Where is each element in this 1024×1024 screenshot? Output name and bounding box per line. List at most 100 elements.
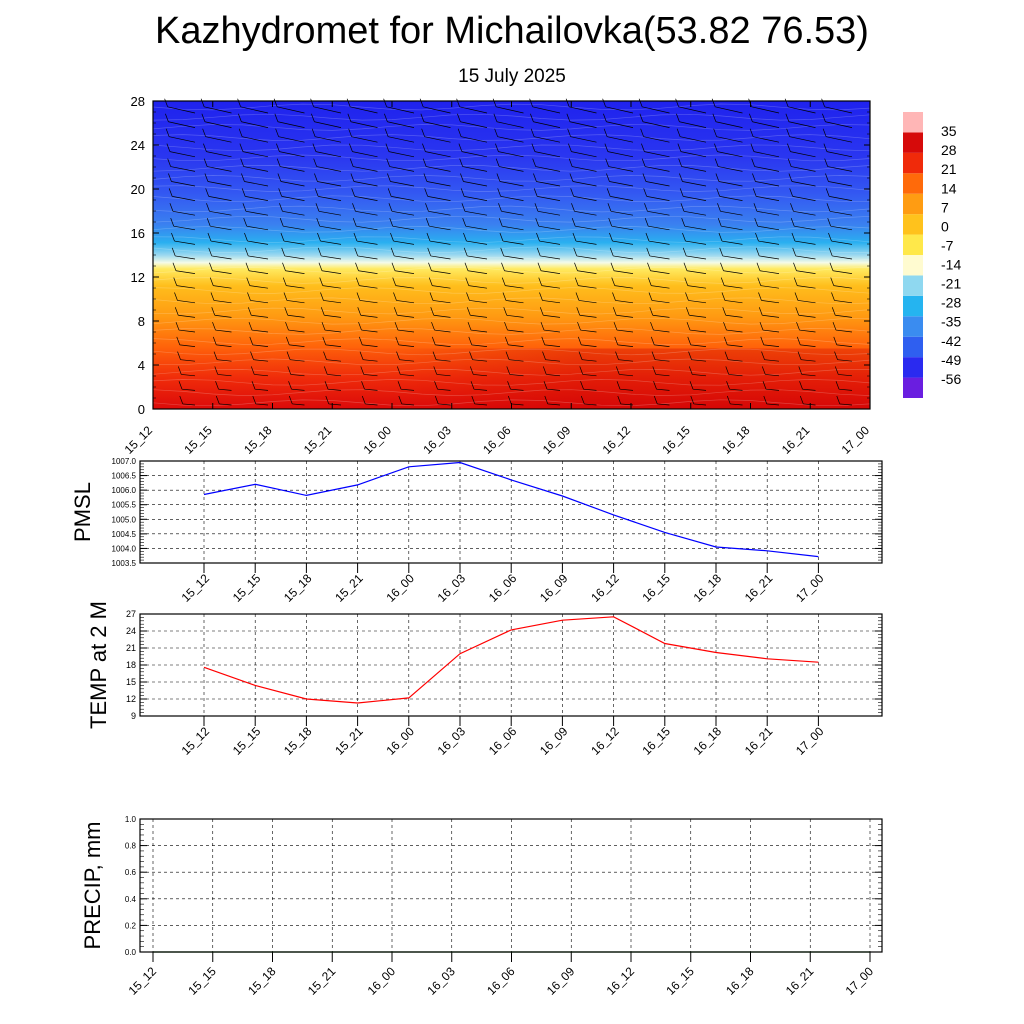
x-tick-label: 17_00 [793, 571, 827, 605]
wind-barb-feather [685, 292, 689, 301]
wind-barb-feather [275, 128, 279, 137]
x-tick-label: 16_06 [480, 423, 514, 457]
wind-barb [828, 181, 853, 187]
wind-barb [618, 359, 634, 362]
wind-barb [389, 166, 415, 172]
wind-barb-feather [835, 381, 840, 390]
wind-barb-feather [577, 321, 581, 331]
wind-barb [352, 151, 378, 158]
x-tick-label: 15_21 [332, 724, 366, 758]
wind-barb-feather [752, 188, 757, 197]
wind-barb-feather [533, 173, 537, 182]
wind-barb-feather [360, 366, 365, 375]
wind-barb [829, 210, 853, 216]
wind-barb-feather [643, 188, 648, 197]
wind-barb [649, 255, 670, 260]
wind-barb [317, 181, 342, 187]
wind-barb-feather [175, 321, 180, 331]
wind-barb [797, 300, 816, 304]
wind-barb-feather [168, 188, 173, 197]
wind-barb [350, 106, 378, 114]
wind-barb [397, 329, 415, 333]
wind-barb [321, 255, 342, 260]
wind-barb [170, 166, 196, 172]
wind-barb-feather [688, 366, 693, 375]
wind-barb-feather [785, 113, 790, 122]
wind-barb [575, 240, 597, 245]
wind-barb-feather [434, 381, 438, 390]
wind-barb [318, 210, 342, 216]
wind-barb-feather [578, 351, 583, 360]
wind-barb [569, 121, 597, 128]
wind-barb-feather [171, 247, 176, 257]
wind-barb [693, 388, 707, 391]
wind-barb [364, 388, 378, 391]
wind-barb [182, 388, 196, 391]
colorbar-swatch [903, 173, 923, 194]
wind-barb-feather [797, 351, 802, 360]
colorbar-label: 21 [941, 161, 957, 177]
wind-barb-feather [580, 381, 584, 390]
wind-barb-feather [238, 128, 243, 137]
wind-barb [503, 255, 524, 260]
wind-barb-feather [580, 395, 585, 405]
wind-barb-feather [829, 262, 834, 271]
wind-barb [651, 285, 670, 289]
wind-barb [826, 136, 853, 143]
wind-barb [546, 374, 561, 377]
wind-barb-feather [248, 321, 253, 331]
isotherm-line [152, 379, 871, 386]
wind-barb-feather [427, 247, 432, 257]
wind-barb [545, 359, 561, 362]
wind-barb-feather [285, 336, 290, 345]
wind-barb-feather [579, 366, 584, 375]
wind-barb-feather [431, 321, 435, 331]
x-tick-label: 17_00 [839, 423, 873, 457]
plot-frame [139, 818, 883, 953]
wind-barb-feather [361, 395, 366, 405]
wind-barb-feather [687, 336, 692, 345]
wind-barb [543, 314, 561, 318]
wind-barb [754, 166, 780, 172]
wind-barb-feather [718, 232, 723, 242]
wind-barb-feather [240, 158, 244, 167]
wind-barb [400, 374, 415, 377]
wind-barb-feather [464, 262, 469, 271]
colorbar-swatch [903, 152, 923, 174]
wind-barb-feather [607, 203, 612, 212]
wind-barb [642, 106, 670, 114]
wind-barb [685, 240, 707, 245]
wind-barb [395, 285, 415, 289]
wind-barb [686, 270, 707, 274]
wind-barb [539, 240, 561, 245]
wind-barb-feather [536, 247, 541, 257]
wind-barb [248, 270, 269, 274]
wind-barb [388, 136, 415, 143]
wind-barb [461, 151, 488, 158]
wind-barb [797, 285, 816, 289]
wind-barb [681, 166, 707, 172]
wind-barb [178, 329, 196, 333]
wind-barb-feather [346, 98, 351, 107]
wind-barb [533, 121, 561, 128]
wind-barb [215, 329, 232, 333]
wind-barb [613, 270, 634, 274]
wind-barb-feather [507, 395, 512, 405]
wind-barb [798, 314, 816, 318]
wind-barb-feather [317, 232, 321, 242]
wind-barb [316, 166, 342, 172]
wind-barb-feather [720, 277, 725, 286]
wind-barb [835, 314, 853, 318]
x-tick-label: 16_03 [435, 571, 469, 605]
wind-barb-feather [460, 173, 464, 182]
wind-barb [753, 151, 780, 158]
wind-barb [204, 121, 232, 128]
wind-barb-feather [608, 218, 613, 227]
x-tick-label: 16_00 [361, 423, 395, 457]
wind-barb [683, 196, 707, 201]
wind-barb [386, 106, 415, 114]
isotherm-line [152, 338, 871, 345]
wind-barb [356, 240, 378, 245]
wind-barb-feather [251, 381, 256, 390]
wind-barb [538, 225, 561, 231]
